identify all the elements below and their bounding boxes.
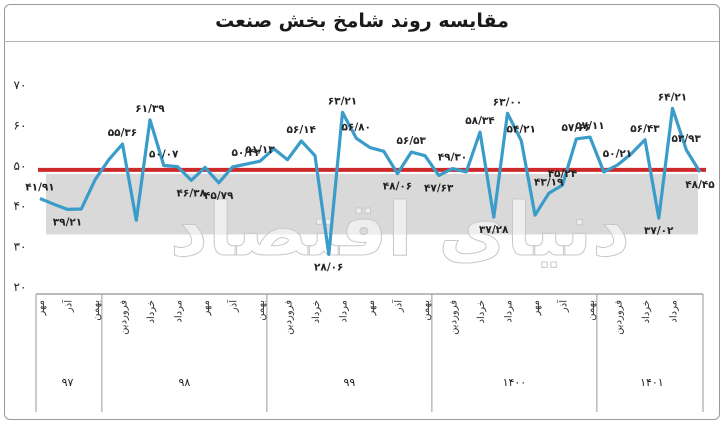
data-label: ۳۷/۰۲ xyxy=(644,225,674,237)
series-line xyxy=(39,106,702,256)
year-label: ۱۴۰۱ xyxy=(640,376,664,389)
data-label: ۵۰/۰۷ xyxy=(149,149,179,161)
data-label: ۳۹/۲۱ xyxy=(53,216,82,228)
month-label: بهمن xyxy=(586,300,597,321)
month-label: فروردین xyxy=(284,300,295,335)
month-label: بهمن xyxy=(256,300,267,321)
data-label: ۵۵/۳۶ xyxy=(108,127,137,139)
data-label: ۲۸/۰۶ xyxy=(314,261,343,273)
y-tick-label: ۶۰ xyxy=(14,118,27,132)
month-label: خرداد xyxy=(641,300,652,323)
month-label: آذر xyxy=(557,299,570,313)
y-axis: ۷۰ ۶۰ ۵۰ ۴۰ ۳۰ ۲۰ xyxy=(14,78,27,294)
data-label: ۶۳/۲۱ xyxy=(328,95,357,107)
data-label: ۵۸/۳۴ xyxy=(465,115,495,127)
watermark-text: دنیای اقتصاد xyxy=(170,187,630,273)
data-label: ۵۶/۱۴ xyxy=(287,124,317,136)
data-label: ۴۸/۰۶ xyxy=(383,181,412,193)
data-label: ۵۷/۶۶ xyxy=(562,122,591,134)
watermark-logo: دنیای اقتصاد xyxy=(169,187,630,274)
month-label: مرداد xyxy=(174,300,185,323)
data-label: ۵۶/۸۰ xyxy=(342,121,371,133)
month-label: آذر xyxy=(392,299,405,313)
year-label: ۹۷ xyxy=(62,376,74,389)
month-label: فروردین xyxy=(614,300,625,335)
data-label: ۵۱/۱۳ xyxy=(245,144,275,156)
data-label: ۴۸/۴۵ xyxy=(685,179,715,191)
x-axis: مهر آذر بهمن فروردین خرداد مرداد مهر آذر بهمن فرو… xyxy=(35,293,704,412)
month-label: خرداد xyxy=(311,300,322,323)
month-label: فروردین xyxy=(119,300,130,335)
data-label: ۴۵/۲۴ xyxy=(548,168,578,180)
grey-band xyxy=(46,173,698,235)
month-label: مرداد xyxy=(504,300,515,323)
y-tick-label: ۴۰ xyxy=(14,199,27,213)
y-tick-label: ۷۰ xyxy=(14,78,27,92)
month-label: مرداد xyxy=(669,300,680,323)
data-label: ۵۰/۲۱ xyxy=(603,148,632,160)
data-label: ۵۶/۴۳ xyxy=(630,123,660,135)
year-label: ۹۹ xyxy=(343,376,355,389)
data-label: ۴۵/۷۹ xyxy=(204,190,234,202)
data-label: ۴۳/۱۹ xyxy=(534,176,564,188)
month-label: بهمن xyxy=(421,300,432,321)
month-label: فروردین xyxy=(449,300,460,335)
month-label: مهر xyxy=(366,300,377,316)
year-label: ۹۸ xyxy=(178,376,190,389)
year-label: ۱۴۰۰ xyxy=(503,376,527,389)
y-tick-label: ۵۰ xyxy=(14,159,27,173)
y-tick-label: ۳۰ xyxy=(14,240,27,254)
data-label: ۵۴/۲۱ xyxy=(507,124,536,136)
data-label: ۶۴/۲۱ xyxy=(658,91,687,103)
data-label: ۴۷/۶۳ xyxy=(424,182,454,194)
chart-title: مقایسه روند شامخ بخش صنعت xyxy=(215,10,509,32)
data-label: ۵۶/۵۳ xyxy=(397,135,427,147)
data-label: ۳۷/۲۸ xyxy=(479,224,509,236)
month-label: آذر xyxy=(62,299,75,313)
title-divider xyxy=(4,41,719,42)
data-label: ۵۳/۹۳ xyxy=(672,133,702,145)
data-label: ۵۰/۴۳ xyxy=(232,147,262,159)
data-label: ۴۱/۹۱ xyxy=(25,181,54,193)
data-label: ۵۷/۱۱ xyxy=(575,120,604,132)
month-label: مهر xyxy=(531,300,542,316)
y-tick-label: ۲۰ xyxy=(14,280,27,294)
month-label: مهر xyxy=(201,300,212,316)
month-label: مرداد xyxy=(339,300,350,323)
month-label: آذر xyxy=(227,299,240,313)
data-label: ۶۳/۰۰ xyxy=(493,96,522,108)
month-label: مهر xyxy=(36,300,47,316)
data-label: ۴۶/۳۸ xyxy=(177,187,207,199)
month-label: بهمن xyxy=(91,300,102,321)
data-label: ۴۹/۳۰ xyxy=(438,152,467,164)
month-label: خرداد xyxy=(476,300,487,323)
month-label: خرداد xyxy=(146,300,157,323)
data-label: ۶۱/۳۹ xyxy=(135,103,165,115)
